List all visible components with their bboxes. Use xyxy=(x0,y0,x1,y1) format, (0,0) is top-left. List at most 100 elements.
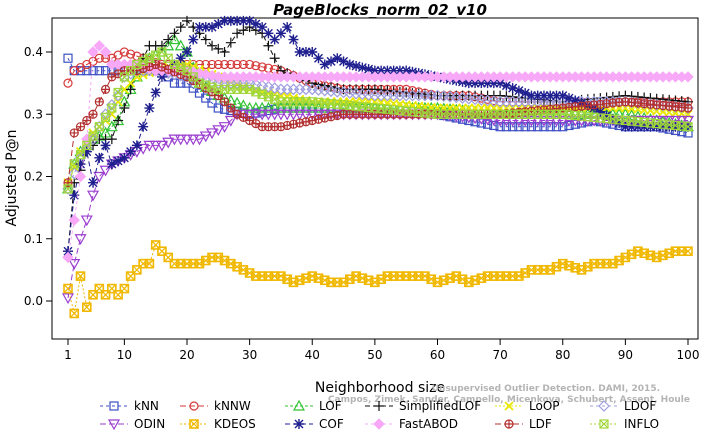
data-point-knn xyxy=(201,93,211,103)
data-point-kdeos xyxy=(451,271,462,281)
data-point-kdeos xyxy=(244,268,255,278)
data-point-simplifiedlof xyxy=(207,40,218,51)
data-point-cof xyxy=(119,152,130,163)
legend-label-ldf: LDF xyxy=(529,417,552,431)
data-point-cof xyxy=(207,22,218,33)
data-point-knn xyxy=(495,122,505,132)
data-point-cof xyxy=(63,246,73,257)
series-layer xyxy=(61,15,695,319)
legend-label-odin: ODIN xyxy=(134,417,165,431)
data-point-inflo xyxy=(176,62,186,73)
data-point-odin xyxy=(61,293,75,305)
data-point-cof xyxy=(382,65,393,76)
data-point-cof xyxy=(369,65,380,76)
data-point-simplifiedlof xyxy=(401,87,412,98)
data-point-odin xyxy=(68,259,81,270)
data-point-inflo xyxy=(75,150,86,160)
legend: kNN kNNW LOF SimplifiedLOF LoOP LDOF ODIN KDEOS… xyxy=(100,399,659,431)
data-point-odin xyxy=(268,109,281,121)
data-point-cof xyxy=(88,177,99,188)
legend-item-odin: ODIN xyxy=(100,417,165,431)
data-point-knn xyxy=(539,122,549,132)
data-point-fastabod xyxy=(93,40,106,52)
data-point-kdeos xyxy=(683,246,693,256)
legend-label-knnw: kNNW xyxy=(214,399,251,413)
data-point-cof xyxy=(545,90,556,101)
legend-label-ldof: LDOF xyxy=(624,399,656,413)
data-point-cof xyxy=(620,121,631,132)
data-point-ldf xyxy=(219,97,230,107)
data-point-cof xyxy=(614,117,625,128)
data-point-simplifiedlof xyxy=(163,34,174,45)
data-point-lof xyxy=(625,109,638,121)
data-point-lof xyxy=(619,108,632,119)
data-point-kdeos xyxy=(75,271,86,281)
data-point-knn xyxy=(213,103,223,113)
data-point-odin xyxy=(312,109,325,121)
data-point-cof xyxy=(501,80,512,91)
data-point-odin xyxy=(519,115,532,127)
data-point-knn xyxy=(75,66,86,76)
x-tick-label: 60 xyxy=(430,348,445,362)
legend-item-ldf: LDF xyxy=(495,417,552,431)
data-point-ldf xyxy=(645,99,656,109)
data-point-knn xyxy=(63,53,73,63)
data-point-inflo xyxy=(157,47,167,57)
data-point-knn xyxy=(88,66,98,76)
data-point-odin xyxy=(74,234,87,245)
legend-label-cof: COF xyxy=(319,417,344,431)
data-point-knnw xyxy=(63,78,73,88)
data-point-cof xyxy=(376,65,387,76)
data-point-ldf xyxy=(307,115,317,126)
legend-label-knn: kNN xyxy=(134,399,159,413)
data-point-knnw xyxy=(119,47,129,57)
data-point-knn xyxy=(576,118,587,128)
data-point-inflo xyxy=(683,122,693,132)
data-point-cof xyxy=(257,22,268,33)
data-point-knn xyxy=(533,122,543,132)
legend-item-loop: LoOP xyxy=(495,399,560,413)
data-point-cof xyxy=(319,59,330,70)
data-point-odin xyxy=(212,125,225,137)
legend-marker-knnw xyxy=(189,401,199,411)
data-point-knnw xyxy=(207,59,217,70)
data-point-cof xyxy=(131,140,142,151)
legend-item-ldof: LDOF xyxy=(590,399,656,413)
data-point-odin xyxy=(180,134,194,146)
data-point-cof xyxy=(194,22,205,33)
data-point-cof xyxy=(307,47,318,57)
data-point-odin xyxy=(206,128,219,140)
data-point-simplifiedlof xyxy=(169,28,180,39)
data-point-cof xyxy=(670,121,681,132)
data-point-cof xyxy=(144,103,155,114)
data-point-kdeos xyxy=(69,308,80,319)
data-point-lof xyxy=(274,101,287,113)
x-tick-label: 40 xyxy=(305,348,320,362)
data-point-cof xyxy=(175,53,186,64)
data-point-knnw xyxy=(232,59,242,70)
data-point-odin xyxy=(99,165,112,177)
data-point-ldf xyxy=(213,90,223,101)
data-point-knnw xyxy=(213,59,223,70)
data-point-odin xyxy=(162,137,175,149)
data-point-odin xyxy=(155,140,168,152)
data-point-odin xyxy=(256,109,269,121)
data-point-cof xyxy=(181,47,192,57)
data-point-cof xyxy=(150,87,161,98)
data-point-cof xyxy=(275,28,286,39)
y-tick-label: 0.1 xyxy=(24,232,43,246)
data-point-lof xyxy=(299,101,312,113)
data-point-cof xyxy=(188,34,199,45)
legend-label-loop: LoOP xyxy=(529,399,560,413)
data-point-knn xyxy=(489,120,499,131)
data-point-odin xyxy=(93,171,106,183)
data-point-ldf xyxy=(75,122,86,132)
data-point-cof xyxy=(213,18,224,29)
data-point-fastabod xyxy=(62,251,74,264)
legend-marker-ldof xyxy=(598,400,610,412)
data-point-knnw xyxy=(126,49,136,59)
data-point-cof xyxy=(632,121,643,132)
data-point-ldof xyxy=(105,99,118,111)
data-point-cof xyxy=(601,110,612,121)
data-point-ldf xyxy=(683,103,693,113)
